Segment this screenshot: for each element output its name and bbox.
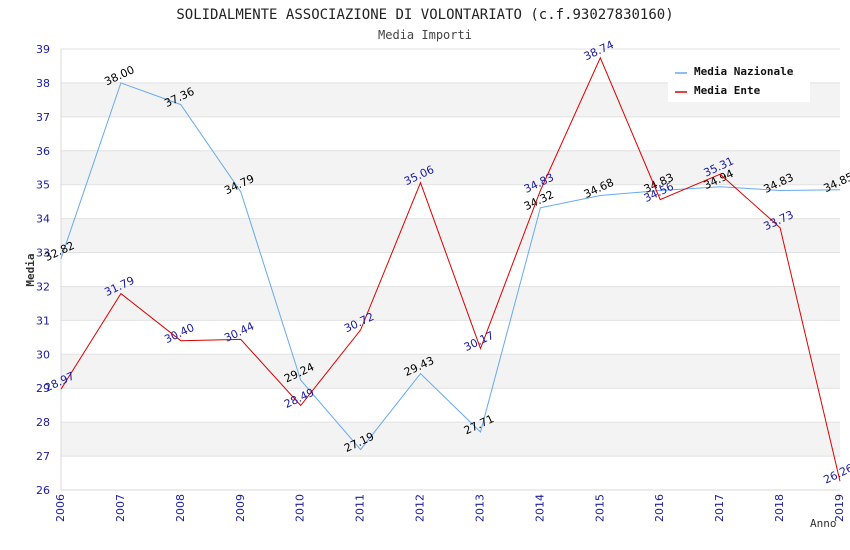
data-label: 28.97 (42, 370, 76, 395)
x-axis-ticks: 2006 2007 2008 2009 2010 2011 2012 2013 2014 2015… (54, 494, 846, 522)
data-label: 30.40 (162, 321, 196, 346)
data-label: 30.17 (462, 329, 496, 354)
y-tick-label: 34 (36, 213, 50, 226)
grid-band (61, 218, 840, 253)
x-tick-label: 2010 (294, 494, 307, 522)
x-tick-label: 2011 (354, 494, 367, 522)
grid-lines (60, 48, 840, 491)
data-label: 32.82 (42, 239, 76, 264)
legend-box (668, 60, 810, 102)
x-tick-label: 2014 (533, 494, 546, 522)
x-tick-label: 2009 (234, 494, 247, 522)
grid-bands (61, 82, 840, 457)
x-tick-label: 2017 (713, 494, 726, 522)
x-tick-label: 2013 (473, 494, 486, 522)
legend-label-nazionale: Media Nazionale (694, 65, 794, 78)
chart-subtitle: Media Importi (378, 28, 472, 42)
y-tick-label: 35 (36, 179, 50, 192)
y-tick-label: 38 (36, 77, 50, 90)
y-axis-label: Media (24, 253, 37, 286)
x-tick-label: 2012 (414, 494, 427, 522)
y-tick-label: 27 (36, 450, 50, 463)
y-tick-label: 26 (36, 484, 50, 497)
grid-band (61, 422, 840, 457)
x-tick-label: 2015 (593, 494, 606, 522)
series-line-0 (60, 82, 841, 451)
y-tick-label: 29 (36, 382, 50, 395)
grid-band (61, 286, 840, 321)
data-label: 38.74 (582, 38, 616, 63)
y-tick-label: 33 (36, 247, 50, 260)
x-tick-label: 2007 (114, 494, 127, 522)
y-tick-label: 36 (36, 145, 50, 158)
data-label: 28.49 (282, 386, 316, 411)
y-tick-label: 30 (36, 348, 50, 361)
grid-band (61, 354, 840, 389)
x-tick-label: 2016 (653, 494, 666, 522)
x-axis-label: Anno (810, 517, 837, 530)
x-tick-label: 2006 (54, 494, 67, 522)
chart-title: SOLIDALMENTE ASSOCIAZIONE DI VOLONTARIAT… (176, 7, 673, 23)
x-tick-label: 2019 (833, 494, 846, 522)
data-label: 30.44 (222, 320, 256, 345)
grid-band (61, 150, 840, 185)
y-tick-label: 32 (36, 280, 50, 293)
legend-label-ente: Media Ente (694, 84, 761, 97)
x-tick-label: 2018 (773, 494, 786, 522)
series-line-1 (60, 56, 841, 482)
y-tick-label: 28 (36, 416, 50, 429)
y-tick-label: 37 (36, 111, 50, 124)
y-axis-ticks: 26 27 28 29 30 31 32 33 34 35 36 37 38 39 (36, 43, 50, 497)
x-tick-label: 2008 (174, 494, 187, 522)
y-tick-label: 39 (36, 43, 50, 56)
legend: Media Nazionale Media Ente (668, 60, 810, 102)
y-tick-label: 31 (36, 314, 50, 327)
